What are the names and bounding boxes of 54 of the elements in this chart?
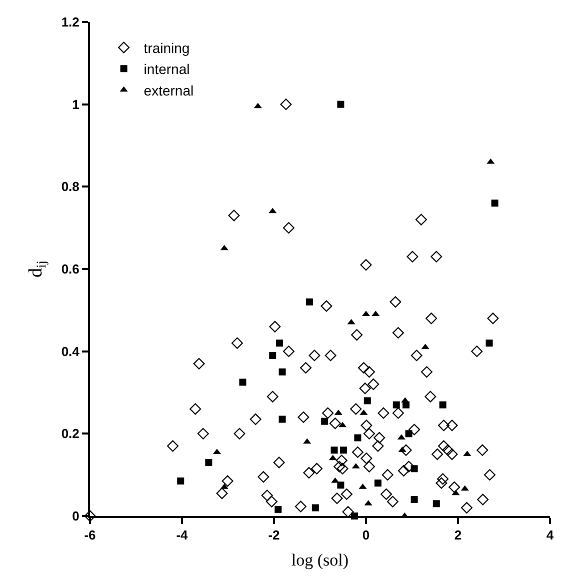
y-tick-label: 0.4 — [61, 344, 80, 359]
y-tick-label: 0.2 — [61, 426, 80, 442]
point — [354, 434, 362, 442]
point — [432, 500, 440, 508]
y-tick-label: 1 — [72, 96, 80, 112]
point — [268, 208, 277, 214]
x-tick-label: -6 — [84, 528, 96, 543]
x-axis-title: log (sol) — [291, 550, 349, 570]
y-tick-label: 0.6 — [61, 262, 80, 277]
point — [340, 446, 347, 454]
y-tick-label: 0 — [72, 508, 80, 524]
point — [205, 458, 212, 466]
point — [338, 422, 347, 428]
point — [321, 418, 328, 425]
point — [306, 298, 313, 306]
point — [374, 480, 382, 487]
point — [278, 416, 286, 423]
point — [405, 430, 412, 438]
point — [372, 310, 380, 316]
point — [460, 485, 469, 491]
point — [274, 506, 282, 513]
point — [439, 401, 446, 408]
point — [364, 397, 371, 404]
x-tick-label: 4 — [546, 528, 554, 543]
legend-label: external — [144, 82, 194, 98]
y-tick-label: 0.8 — [61, 179, 80, 194]
x-tick-label: -4 — [176, 528, 189, 543]
point — [337, 100, 344, 108]
x-tick-label: 2 — [454, 528, 462, 543]
point — [452, 490, 460, 496]
legend-label: internal — [144, 61, 190, 78]
point — [410, 496, 418, 504]
point — [303, 438, 312, 444]
point — [177, 478, 184, 485]
point — [337, 482, 344, 489]
y-tick-label: 1.2 — [61, 14, 80, 30]
point — [312, 504, 319, 512]
legend-label: training — [144, 40, 190, 56]
point — [328, 454, 337, 460]
point — [486, 340, 493, 347]
point — [254, 102, 262, 108]
point — [486, 158, 495, 164]
point — [220, 244, 228, 250]
point — [330, 446, 338, 454]
point — [269, 352, 276, 359]
x-tick-label: 0 — [362, 528, 370, 543]
point — [239, 378, 246, 386]
x-tick-label: -2 — [268, 528, 280, 543]
point — [491, 200, 498, 207]
point — [276, 340, 284, 347]
point — [278, 368, 286, 376]
point — [410, 465, 418, 472]
point — [397, 434, 406, 440]
point — [392, 401, 400, 408]
